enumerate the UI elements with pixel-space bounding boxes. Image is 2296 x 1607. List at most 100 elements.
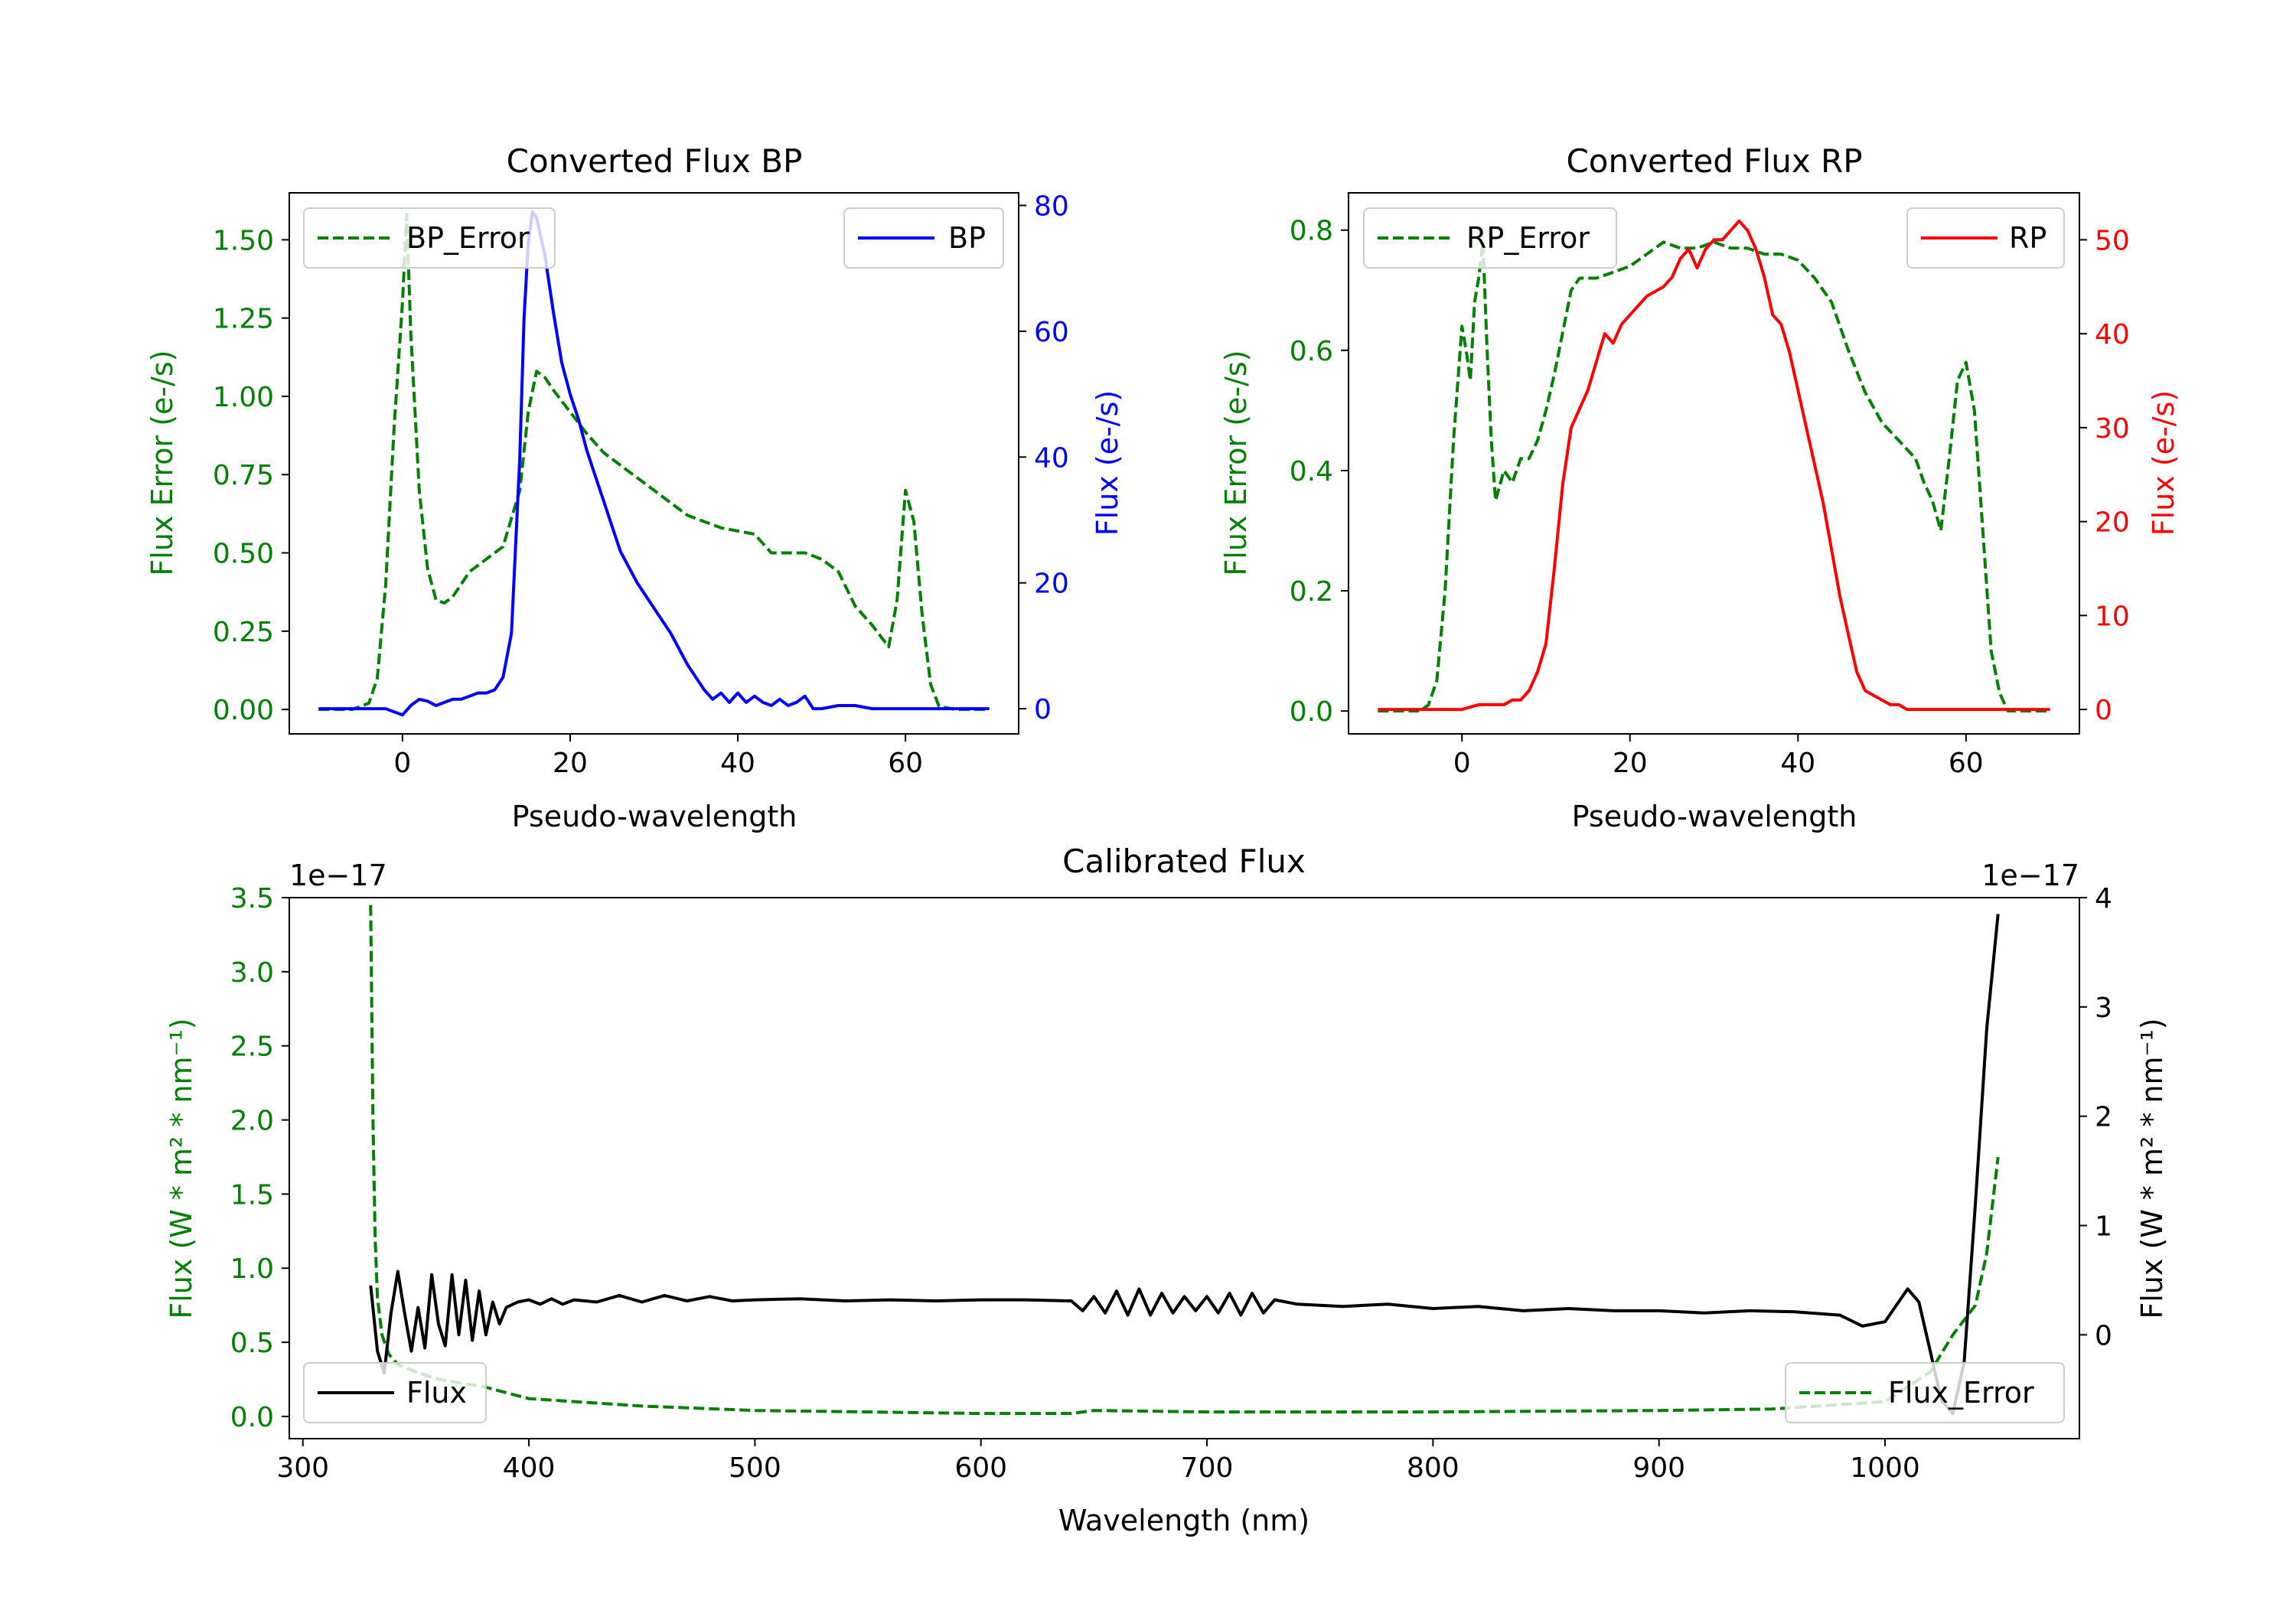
bp-plot-frame (289, 192, 1019, 735)
cal-legend-left-box (303, 1362, 487, 1423)
cal-right-tick-label: 3 (2095, 993, 2112, 1024)
cal-right-tick-label: 0 (2095, 1320, 2112, 1351)
bp-right-tick-label: 80 (1034, 191, 1069, 222)
cal-title: Calibrated Flux (1062, 843, 1306, 880)
cal-left-axis: 0.0 0.5 1.0 1.5 2.0 2.5 3.0 3.5 (230, 883, 289, 1433)
rp-right-axis-label: Flux (e-/s) (2147, 390, 2180, 536)
cal-left-tick-label: 3.0 (230, 957, 274, 989)
rp-right-tick-label: 40 (2095, 319, 2130, 350)
rp-right-tick-label: 50 (2095, 225, 2130, 256)
rp-left-tick-label: 0.0 (1290, 696, 1333, 728)
cal-right-axis-label: Flux (W * m² * nm⁻¹) (2135, 1018, 2169, 1319)
cal-right-axis: 0 1 2 3 4 (2079, 883, 2112, 1351)
bp-series-bp-error (318, 213, 990, 712)
bp-left-tick-label: 0.00 (213, 695, 274, 726)
rp-left-tick-label: 0.4 (1290, 456, 1333, 487)
bp-left-axis-label: Flux Error (e-/s) (145, 350, 179, 575)
rp-left-tick-label: 0.6 (1290, 336, 1333, 367)
cal-left-tick-label: 2.5 (230, 1032, 274, 1063)
bp-right-axis: 0 20 40 60 80 (1019, 191, 1069, 725)
rp-left-axis-label: Flux Error (e-/s) (1219, 350, 1253, 575)
bp-right-tick-label: 0 (1034, 694, 1052, 725)
bp-left-tick-label: 1.00 (213, 382, 274, 413)
bp-left-tick-label: 0.25 (213, 617, 274, 648)
rp-legend-left-label: RP_Error (1466, 221, 1590, 255)
rp-right-tick-label: 0 (2095, 695, 2112, 726)
rp-right-tick-label: 10 (2095, 601, 2130, 632)
rp-right-axis: 0 10 20 30 40 50 (2079, 225, 2130, 726)
bp-legend-left-box (303, 207, 556, 269)
rp-series-rp (1378, 219, 2050, 712)
cal-series-flux (369, 914, 2000, 1416)
cal-left-tick-label: 1.0 (230, 1253, 274, 1285)
bp-legend-right[interactable]: BP (843, 207, 1004, 269)
rp-x-tick-label: 0 (1453, 748, 1471, 779)
rp-x-tick-label: 40 (1780, 748, 1815, 779)
cal-left-tick-label: 1.5 (230, 1179, 274, 1211)
bp-x-axis: 0 20 40 60 (393, 734, 923, 779)
bp-series-layer (318, 210, 990, 717)
cal-x-axis: 300 400 500 600 700 800 900 1000 (276, 1439, 1920, 1484)
cal-x-tick-label: 400 (503, 1452, 556, 1484)
cal-x-axis-label: Wavelength (nm) (1058, 1504, 1309, 1537)
bp-panel: Converted Flux BP 0 20 40 60 0.00 0.25 0.50 0.… (145, 142, 1124, 833)
rp-left-tick-label: 0.2 (1290, 576, 1333, 608)
bp-right-tick-label: 60 (1034, 317, 1069, 348)
rp-title: Converted Flux RP (1566, 142, 1862, 180)
bp-title: Converted Flux BP (507, 142, 803, 180)
rp-legend-right-label: RP (2009, 221, 2047, 255)
rp-right-tick-label: 30 (2095, 413, 2130, 445)
bp-right-tick-label: 20 (1034, 569, 1069, 600)
rp-x-axis: 0 20 40 60 (1453, 734, 1984, 779)
rp-legend-left-box (1363, 207, 1617, 269)
cal-left-tick-label: 0.0 (230, 1402, 274, 1433)
rp-series-rp-error (1378, 240, 2050, 713)
cal-left-axis-label: Flux (W * m² * nm⁻¹) (165, 1018, 198, 1319)
bp-x-tick-label: 40 (720, 748, 755, 779)
rp-left-tick-label: 0.8 (1290, 216, 1333, 247)
cal-left-offset-label: 1e−17 (289, 859, 387, 892)
cal-x-tick-label: 500 (729, 1452, 781, 1484)
cal-x-tick-label: 900 (1632, 1452, 1685, 1484)
rp-x-tick-label: 20 (1613, 748, 1648, 779)
bp-left-tick-label: 1.25 (213, 304, 274, 335)
rp-right-tick-label: 20 (2095, 507, 2130, 539)
cal-right-tick-label: 2 (2095, 1102, 2112, 1133)
cal-left-tick-label: 2.0 (230, 1106, 274, 1137)
rp-legend-right[interactable]: RP (1906, 207, 2065, 269)
cal-left-tick-label: 3.5 (230, 883, 274, 914)
cal-x-tick-label: 1000 (1850, 1452, 1920, 1484)
bp-x-tick-label: 20 (553, 748, 588, 779)
cal-x-tick-label: 300 (276, 1452, 329, 1484)
cal-x-tick-label: 700 (1181, 1452, 1234, 1484)
bp-left-tick-label: 0.50 (213, 539, 274, 570)
cal-legend-left-label: Flux (406, 1376, 467, 1410)
bp-right-axis-label: Flux (e-/s) (1091, 390, 1124, 536)
cal-right-tick-label: 1 (2095, 1211, 2112, 1242)
bp-x-tick-label: 0 (393, 748, 411, 779)
rp-legend-left[interactable]: RP_Error (1363, 207, 1617, 269)
rp-series-layer (1378, 219, 2050, 713)
cal-legend-right-box (1785, 1362, 2065, 1423)
rp-x-axis-label: Pseudo-wavelength (1572, 800, 1857, 833)
cal-legend-left[interactable]: Flux (303, 1362, 487, 1423)
bp-series-bp (318, 210, 990, 717)
bp-legend-left[interactable]: BP_Error (303, 207, 556, 269)
rp-left-axis: 0.0 0.2 0.4 0.6 0.8 (1290, 216, 1349, 728)
bp-x-axis-label: Pseudo-wavelength (512, 800, 797, 833)
cal-left-tick-label: 0.5 (230, 1328, 274, 1359)
cal-plot-frame (289, 897, 2080, 1439)
cal-x-tick-label: 600 (954, 1452, 1007, 1484)
rp-plot-frame (1348, 192, 2080, 735)
cal-x-tick-label: 800 (1407, 1452, 1459, 1484)
bp-x-tick-label: 60 (888, 748, 923, 779)
bp-left-tick-label: 0.75 (213, 460, 274, 491)
cal-legend-right[interactable]: Flux_Error (1785, 1362, 2065, 1423)
rp-x-tick-label: 60 (1949, 748, 1984, 779)
bp-legend-left-label: BP_Error (406, 221, 530, 255)
calibrated-panel: Calibrated Flux 300 400 500 600 700 800 900 100… (165, 843, 2169, 1537)
bp-right-tick-label: 40 (1034, 442, 1069, 474)
cal-legend-right-label: Flux_Error (1888, 1376, 2034, 1410)
bp-left-tick-label: 1.50 (213, 225, 274, 256)
